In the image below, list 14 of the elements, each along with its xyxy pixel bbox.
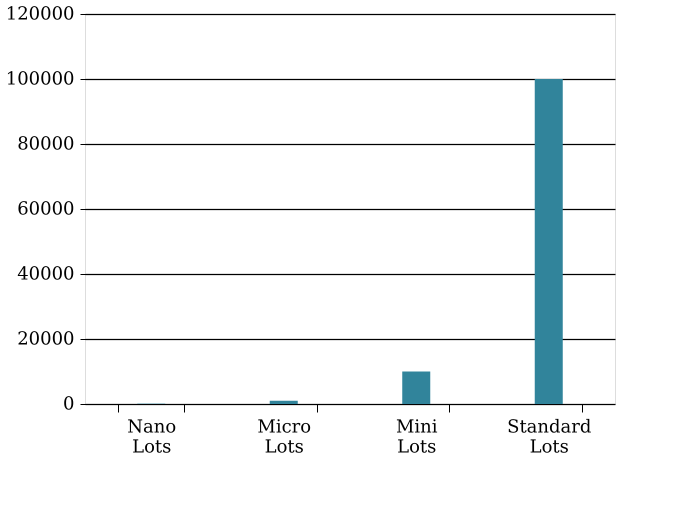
bar [402, 372, 430, 404]
y-tick-label: 60000 [17, 198, 74, 220]
x-tick-label: Nano Lots [127, 416, 176, 458]
y-tick-label: 20000 [17, 328, 74, 350]
x-tick-label: Mini Lots [396, 416, 438, 458]
y-tick-label: 120000 [6, 4, 74, 24]
y-tick-label: 100000 [6, 68, 74, 90]
bar [534, 79, 563, 404]
y-tick-label: 40000 [17, 264, 74, 284]
x-tick-label: Micro Lots [257, 416, 312, 458]
y-tick-label: 0 [63, 394, 74, 414]
x-tick-label: Standard Lots [507, 416, 592, 458]
y-tick-label: 80000 [17, 134, 74, 154]
bar [270, 400, 298, 404]
